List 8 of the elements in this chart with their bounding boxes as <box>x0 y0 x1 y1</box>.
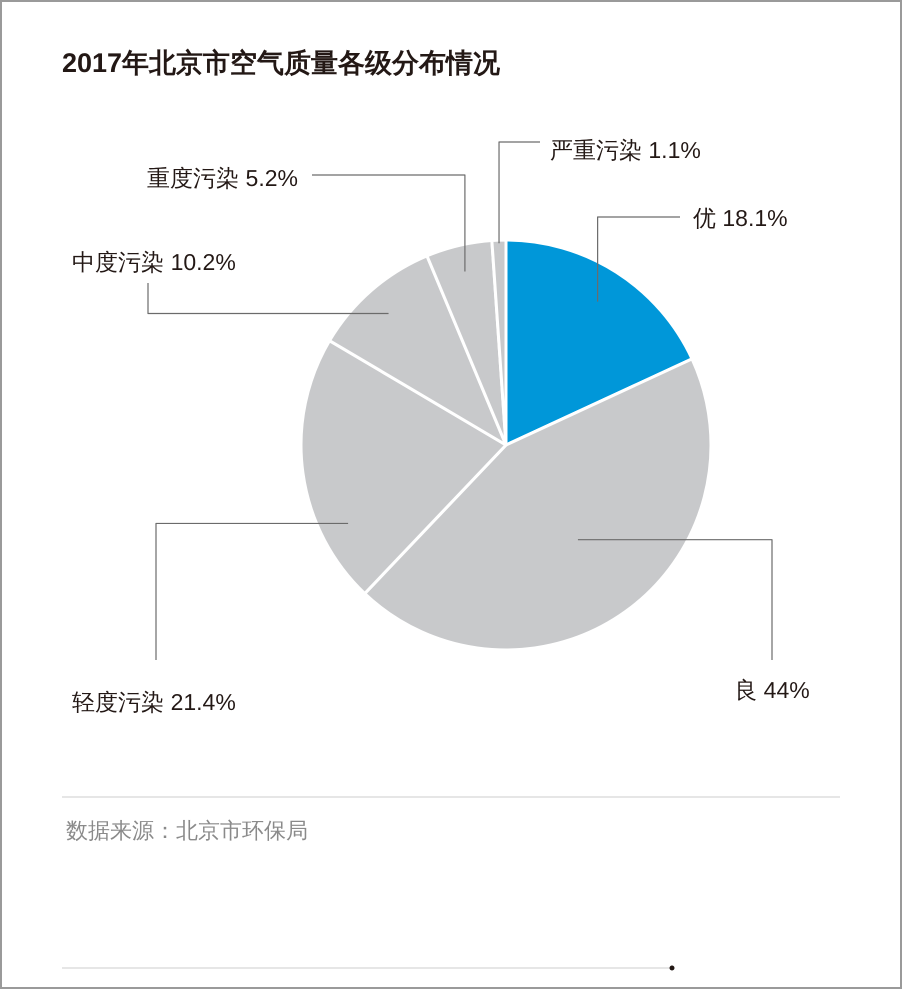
slice-label: 中度污染 10.2% <box>72 249 236 275</box>
slice-label: 严重污染 1.1% <box>550 137 701 163</box>
slice-label: 优 18.1% <box>693 205 788 231</box>
slice-label: 重度污染 5.2% <box>147 165 298 191</box>
slice-label: 良 44% <box>734 677 810 703</box>
source-note: 数据来源：北京市环保局 <box>66 818 308 843</box>
chart-title: 2017年北京市空气质量各级分布情况 <box>62 48 502 78</box>
slice-label: 轻度污染 21.4% <box>72 689 236 715</box>
